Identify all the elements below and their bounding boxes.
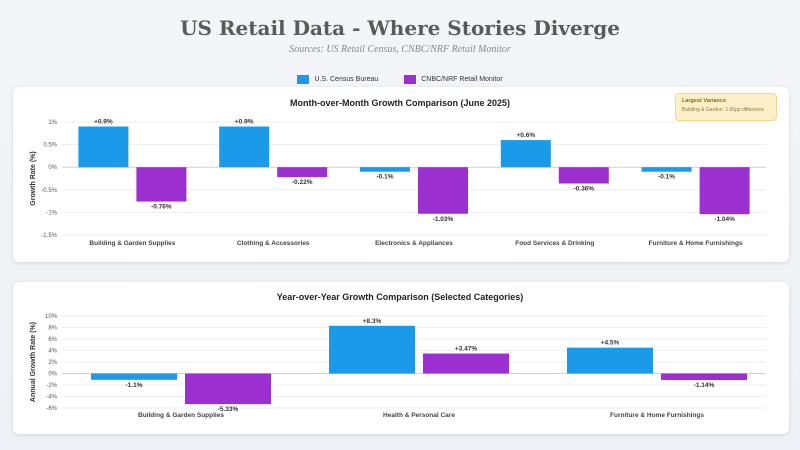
- mom-bar-cnbc: [418, 167, 468, 214]
- yoy-data-label: -1.1%: [126, 382, 143, 389]
- legend-item-census[interactable]: U.S. Census Bureau: [297, 75, 378, 84]
- yoy-bar-cnbc: [423, 353, 509, 374]
- yoy-y-tick-label: 6%: [48, 337, 57, 343]
- legend-label-census: U.S. Census Bureau: [314, 76, 379, 83]
- mom-x-tick-label: Furniture & Home Furnishings: [649, 240, 743, 247]
- mom-data-label: -0.22%: [292, 179, 313, 186]
- largest-variance-callout: Largest Variance Building & Garden: 1.66…: [675, 93, 777, 121]
- mom-x-tick-label: Food Services & Drinking: [515, 240, 594, 247]
- legend-swatch-cnbc: [404, 75, 417, 84]
- mom-bar-cnbc: [277, 167, 328, 178]
- mom-data-label: -0.1%: [377, 174, 394, 181]
- yoy-bar-census: [329, 325, 415, 374]
- yoy-y-tick-label: -6%: [46, 406, 57, 412]
- yoy-y-tick-label: 0%: [48, 372, 57, 378]
- mom-data-label: -1.04%: [714, 216, 735, 223]
- mom-data-label: -1.03%: [433, 216, 454, 223]
- legend: U.S. Census Bureau CNBC/NRF Retail Monit…: [0, 75, 800, 84]
- yoy-bar-cnbc: [185, 373, 271, 405]
- mom-chart-title: Month-over-Month Growth Comparison (June…: [290, 98, 510, 108]
- yoy-data-label: +4.5%: [601, 340, 620, 347]
- page-subtitle: Sources: US Retail Census, CNBC/NRF Reta…: [289, 44, 511, 55]
- mom-data-label: +0.9%: [235, 119, 254, 126]
- mom-data-label: +0.9%: [94, 119, 113, 126]
- mom-bar-census: [219, 126, 270, 168]
- yoy-y-tick-label: 4%: [48, 349, 57, 355]
- mom-bar-census: [500, 140, 551, 168]
- yoy-y-tick-label: 2%: [48, 360, 57, 366]
- mom-y-tick-label: 1%: [48, 120, 57, 126]
- yoy-y-tick-label: 8%: [48, 326, 57, 332]
- yoy-data-label: +3.47%: [455, 346, 477, 353]
- mom-y-tick-label: -1.5%: [41, 233, 57, 239]
- yoy-y-axis-label: Annual Growth Rate (%): [30, 322, 37, 402]
- mom-x-tick-label: Clothing & Accessories: [237, 240, 310, 247]
- mom-bar-census: [641, 167, 692, 172]
- mom-bar-cnbc: [136, 167, 187, 202]
- yoy-x-tick-label: Furniture & Home Furnishings: [610, 412, 704, 419]
- yoy-data-label: -1.14%: [694, 382, 715, 389]
- legend-item-cnbc[interactable]: CNBC/NRF Retail Monitor: [404, 75, 503, 84]
- mom-data-label: -0.76%: [151, 204, 172, 211]
- yoy-y-tick-label: 10%: [45, 314, 58, 320]
- mom-bar-cnbc: [699, 167, 750, 215]
- mom-bar-census: [360, 167, 410, 172]
- yoy-x-tick-label: Health & Personal Care: [383, 412, 455, 419]
- yoy-data-label: +8.3%: [363, 318, 382, 325]
- yoy-bar-cnbc: [661, 373, 747, 381]
- yoy-bar-census: [567, 347, 653, 374]
- mom-data-label: +0.6%: [516, 132, 535, 139]
- mom-bar-cnbc: [558, 167, 609, 184]
- yoy-y-tick-label: -2%: [46, 383, 57, 389]
- mom-y-tick-label: 0%: [48, 165, 57, 171]
- legend-swatch-census: [297, 75, 310, 84]
- yoy-x-tick-label: Building & Garden Supplies: [138, 412, 224, 419]
- yoy-y-tick-label: -4%: [46, 395, 57, 401]
- mom-y-tick-label: 0.5%: [43, 143, 57, 149]
- callout-title: Largest Variance: [682, 98, 727, 104]
- mom-data-label: -0.1%: [658, 174, 675, 181]
- mom-y-tick-label: -1%: [46, 210, 57, 216]
- mom-bar-census: [78, 126, 129, 168]
- legend-label-cnbc: CNBC/NRF Retail Monitor: [421, 76, 503, 83]
- yoy-data-label: -5.33%: [218, 406, 239, 413]
- mom-x-tick-label: Electronics & Appliances: [375, 240, 453, 247]
- mom-y-tick-label: -0.5%: [41, 188, 57, 194]
- yoy-bar-census: [91, 373, 177, 380]
- yoy-chart-title: Year-over-Year Growth Comparison (Select…: [277, 292, 524, 302]
- mom-x-tick-label: Building & Garden Supplies: [89, 240, 175, 247]
- page-title: US Retail Data - Where Stories Diverge: [180, 16, 620, 40]
- mom-y-axis-label: Growth Rate (%): [30, 151, 37, 205]
- mom-data-label: -0.36%: [573, 185, 594, 192]
- callout-text: Building & Garden: 1.66pp difference: [682, 107, 764, 113]
